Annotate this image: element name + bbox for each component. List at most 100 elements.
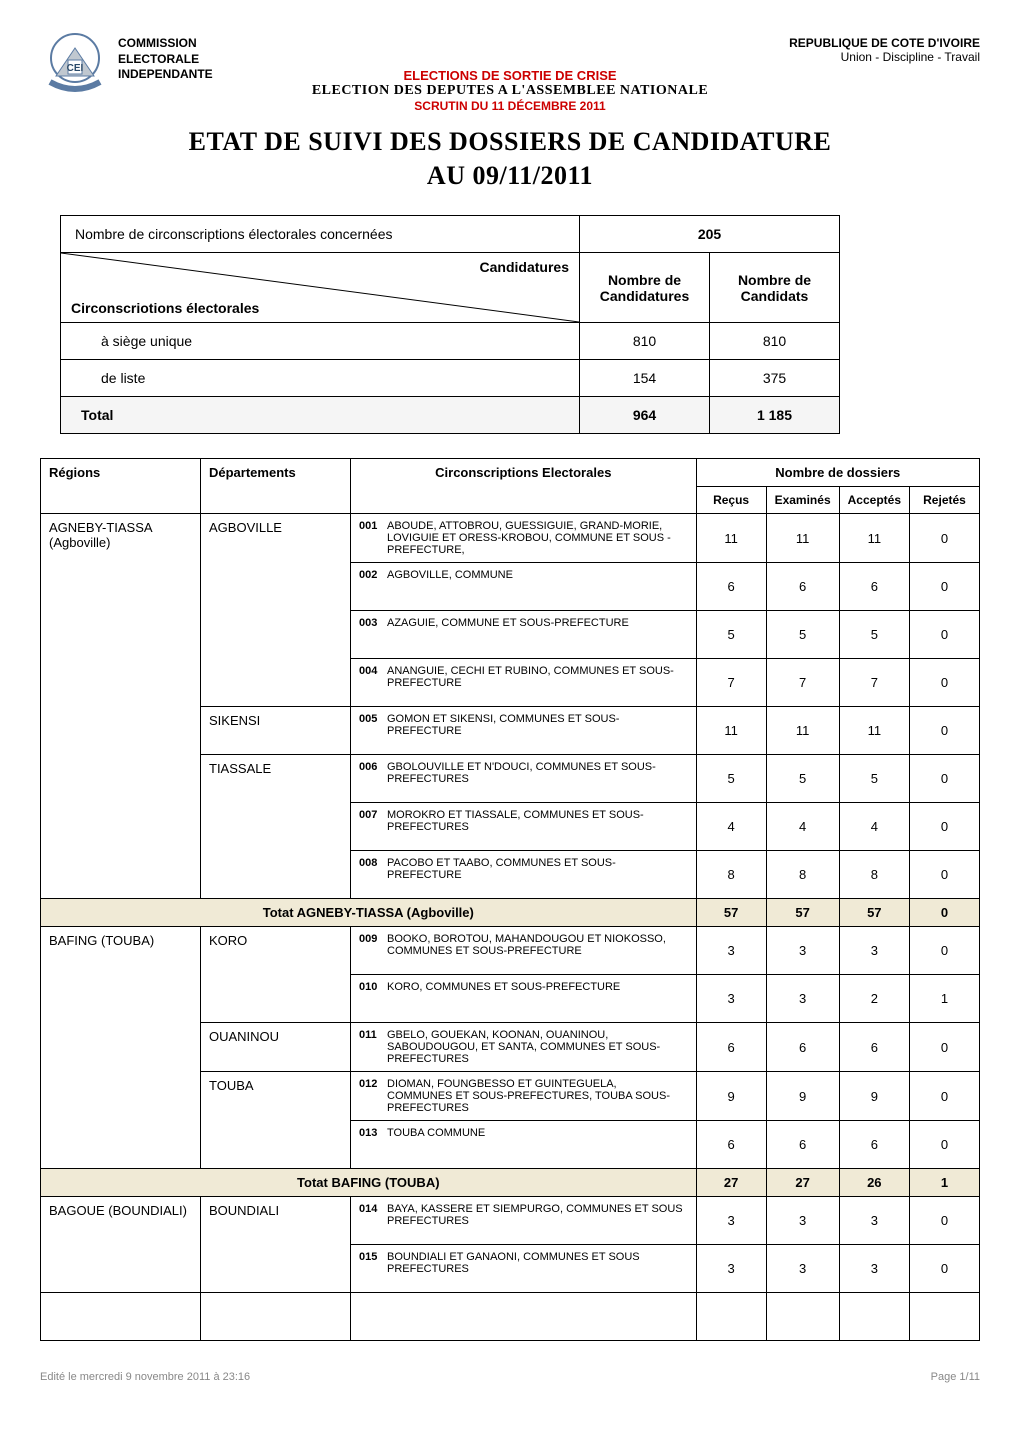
th-departements: Départements bbox=[201, 459, 351, 514]
departement-cell: TOUBA bbox=[201, 1072, 351, 1169]
num-acceptes: 3 bbox=[839, 1197, 909, 1245]
subtotal-label: Totat AGNEBY-TIASSA (Agboville) bbox=[41, 899, 697, 927]
num-examines: 6 bbox=[766, 1121, 839, 1169]
summary-total-row: Total 964 1 185 bbox=[61, 397, 840, 434]
circ-code: 008 bbox=[359, 857, 387, 869]
num-acceptes: 2 bbox=[839, 975, 909, 1023]
num-rejetes: 0 bbox=[910, 851, 980, 899]
num-acceptes: 6 bbox=[839, 1023, 909, 1072]
num-recus: 3 bbox=[696, 1197, 766, 1245]
empty-cell bbox=[351, 1293, 697, 1341]
num-acceptes: 4 bbox=[839, 803, 909, 851]
subtotal-recus: 57 bbox=[696, 899, 766, 927]
num-examines: 5 bbox=[766, 611, 839, 659]
num-examines: 11 bbox=[766, 514, 839, 563]
circ-name: AZAGUIE, COMMUNE ET SOUS-PREFECTURE bbox=[387, 617, 684, 629]
th-examines: Examinés bbox=[766, 487, 839, 514]
num-rejetes: 0 bbox=[910, 514, 980, 563]
num-examines: 3 bbox=[766, 927, 839, 975]
num-acceptes: 11 bbox=[839, 514, 909, 563]
cei-logo: CEI bbox=[40, 30, 110, 100]
num-examines: 8 bbox=[766, 851, 839, 899]
sub-title: AU 09/11/2011 bbox=[40, 161, 980, 191]
num-examines: 7 bbox=[766, 659, 839, 707]
departement-cell: TIASSALE bbox=[201, 755, 351, 899]
departement-cell: SIKENSI bbox=[201, 707, 351, 755]
detail-table-body: AGNEBY-TIASSA (Agboville)AGBOVILLE001ABO… bbox=[41, 514, 980, 1341]
num-examines: 5 bbox=[766, 755, 839, 803]
num-recus: 11 bbox=[696, 514, 766, 563]
departement-cell: KORO bbox=[201, 927, 351, 1023]
num-recus: 8 bbox=[696, 851, 766, 899]
circ-code: 009 bbox=[359, 933, 387, 945]
circonscription-cell: 013TOUBA COMMUNE bbox=[351, 1121, 697, 1169]
num-examines: 3 bbox=[766, 1245, 839, 1293]
num-examines: 11 bbox=[766, 707, 839, 755]
circ-code: 010 bbox=[359, 981, 387, 993]
summary-row-label: à siège unique bbox=[61, 323, 580, 360]
th-dossiers-group: Nombre de dossiers bbox=[696, 459, 979, 487]
circonscription-cell: 005GOMON ET SIKENSI, COMMUNES ET SOUS-PR… bbox=[351, 707, 697, 755]
circ-name: GBOLOUVILLE ET N'DOUCI, COMMUNES ET SOUS… bbox=[387, 761, 684, 785]
circ-count-label: Nombre de circonscriptions électorales c… bbox=[61, 216, 580, 253]
circ-code: 004 bbox=[359, 665, 387, 677]
header-right: REPUBLIQUE DE COTE D'IVOIRE Union - Disc… bbox=[789, 36, 980, 64]
circ-name: AGBOVILLE, COMMUNE bbox=[387, 569, 684, 581]
circ-name: BOUNDIALI ET GANAONI, COMMUNES ET SOUS P… bbox=[387, 1251, 684, 1275]
circ-code: 007 bbox=[359, 809, 387, 821]
subtotal-row: Totat AGNEBY-TIASSA (Agboville)5757570 bbox=[41, 899, 980, 927]
summary-row-label: de liste bbox=[61, 360, 580, 397]
num-acceptes: 8 bbox=[839, 851, 909, 899]
circ-code: 012 bbox=[359, 1078, 387, 1090]
circ-name: ABOUDE, ATTOBROU, GUESSIGUIE, GRAND-MORI… bbox=[387, 520, 684, 556]
num-rejetes: 0 bbox=[910, 659, 980, 707]
circ-code: 011 bbox=[359, 1029, 387, 1041]
summary-table: Nombre de circonscriptions électorales c… bbox=[60, 215, 840, 434]
circ-name: MOROKRO ET TIASSALE, COMMUNES ET SOUS-PR… bbox=[387, 809, 684, 833]
subtotal-row: Totat BAFING (TOUBA)2727261 bbox=[41, 1169, 980, 1197]
detail-table: Régions Départements Circonscriptions El… bbox=[40, 458, 980, 1341]
th-circonscriptions: Circonscriptions Electorales bbox=[351, 459, 697, 514]
empty-cell bbox=[910, 1293, 980, 1341]
circonscription-cell: 001ABOUDE, ATTOBROU, GUESSIGUIE, GRAND-M… bbox=[351, 514, 697, 563]
circonscription-cell: 002AGBOVILLE, COMMUNE bbox=[351, 563, 697, 611]
commission-line3: INDEPENDANTE bbox=[118, 67, 213, 83]
num-recus: 6 bbox=[696, 1023, 766, 1072]
num-acceptes: 9 bbox=[839, 1072, 909, 1121]
table-row: AGNEBY-TIASSA (Agboville)AGBOVILLE001ABO… bbox=[41, 514, 980, 563]
departement-cell: BOUNDIALI bbox=[201, 1197, 351, 1293]
circ-name: BAYA, KASSERE ET SIEMPURGO, COMMUNES ET … bbox=[387, 1203, 684, 1227]
country-motto: Union - Discipline - Travail bbox=[789, 50, 980, 64]
num-rejetes: 0 bbox=[910, 1023, 980, 1072]
table-row: BAGOUE (BOUNDIALI)BOUNDIALI014BAYA, KASS… bbox=[41, 1197, 980, 1245]
total-candidats: 1 185 bbox=[710, 397, 840, 434]
circ-name: KORO, COMMUNES ET SOUS-PREFECTURE bbox=[387, 981, 684, 993]
subtotal-examines: 27 bbox=[766, 1169, 839, 1197]
total-label: Total bbox=[61, 397, 580, 434]
num-examines: 9 bbox=[766, 1072, 839, 1121]
table-row: BAFING (TOUBA)KORO009BOOKO, BOROTOU, MAH… bbox=[41, 927, 980, 975]
num-rejetes: 0 bbox=[910, 927, 980, 975]
circonscription-cell: 011GBELO, GOUEKAN, KOONAN, OUANINOU, SAB… bbox=[351, 1023, 697, 1072]
th-rejetes: Rejetés bbox=[910, 487, 980, 514]
num-rejetes: 0 bbox=[910, 611, 980, 659]
circonscription-cell: 010KORO, COMMUNES ET SOUS-PREFECTURE bbox=[351, 975, 697, 1023]
empty-cell bbox=[766, 1293, 839, 1341]
empty-cell bbox=[41, 1293, 201, 1341]
diag-top-label: Candidatures bbox=[480, 259, 569, 275]
circ-name: TOUBA COMMUNE bbox=[387, 1127, 684, 1139]
num-recus: 6 bbox=[696, 563, 766, 611]
circ-name: ANANGUIE, CECHI ET RUBINO, COMMUNES ET S… bbox=[387, 665, 684, 689]
num-acceptes: 7 bbox=[839, 659, 909, 707]
circ-code: 005 bbox=[359, 713, 387, 725]
subtotal-acceptes: 26 bbox=[839, 1169, 909, 1197]
num-rejetes: 0 bbox=[910, 1197, 980, 1245]
circ-name: DIOMAN, FOUNGBESSO ET GUINTEGUELA, COMMU… bbox=[387, 1078, 684, 1114]
summary-row-candidatures: 810 bbox=[580, 323, 710, 360]
circ-count-value: 205 bbox=[580, 216, 840, 253]
circ-code: 001 bbox=[359, 520, 387, 532]
circ-name: GOMON ET SIKENSI, COMMUNES ET SOUS-PREFE… bbox=[387, 713, 684, 737]
circ-code: 006 bbox=[359, 761, 387, 773]
subtotal-examines: 57 bbox=[766, 899, 839, 927]
diag-bottom-label: Circonscriotions électorales bbox=[71, 300, 259, 316]
